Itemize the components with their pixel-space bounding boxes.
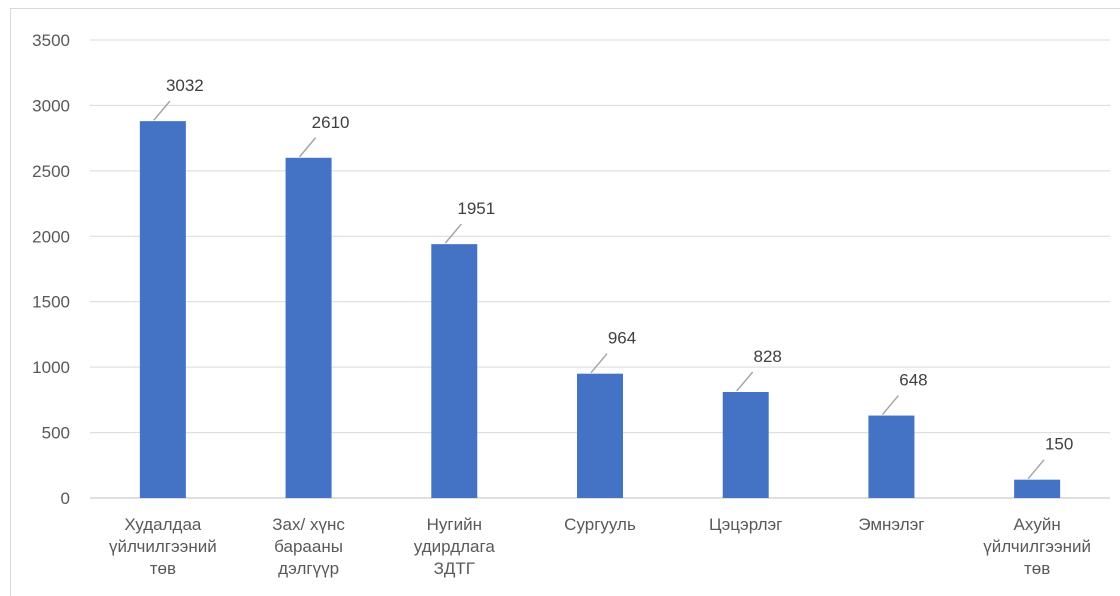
data-label-leader: [590, 353, 608, 374]
x-category-label: Зах/ хүнс барааны дэлгүүр: [272, 515, 345, 578]
data-label-leader: [298, 137, 317, 158]
y-tick-label: 2500: [32, 162, 70, 181]
bar: [431, 244, 478, 498]
y-tick-label: 1500: [32, 293, 70, 312]
y-tick-label: 3000: [32, 96, 70, 115]
y-axis-ticks: 0 500 1000 1500 2000 2500 3000 3500: [32, 31, 70, 508]
data-label: 828: [754, 347, 782, 366]
x-category-label: Сургууль: [564, 515, 636, 534]
data-label-leaders: [153, 100, 1045, 480]
bar: [139, 121, 186, 498]
data-label: 3032: [166, 76, 204, 95]
bars: [139, 121, 1061, 498]
data-labels: 3032 2610 1951 964 828 648 150: [166, 76, 1073, 454]
bar: [722, 392, 769, 498]
data-label: 964: [608, 329, 636, 348]
bar: [285, 157, 332, 498]
data-label-leader: [153, 100, 171, 121]
x-category-label: Ахуйн үйлчилгээний төв: [983, 515, 1091, 578]
bar: [577, 373, 623, 498]
data-label-leader: [736, 371, 754, 392]
x-category-label: Худалдаа үйлчилгээний төв: [109, 515, 217, 578]
data-label-leader: [881, 395, 900, 416]
chart-frame: [10, 8, 1120, 596]
bar: [1014, 479, 1061, 498]
x-category-label: Нугийн удирдлага ЗДТГ: [414, 515, 496, 578]
bar: [868, 415, 915, 498]
data-label: 2610: [312, 113, 350, 132]
x-category-label: Цэцэрлэг: [709, 515, 782, 534]
data-label-leader: [444, 223, 462, 244]
y-tick-label: 500: [42, 424, 70, 443]
data-label: 648: [899, 371, 927, 390]
y-tick-label: 0: [61, 489, 70, 508]
data-label: 1951: [457, 199, 495, 218]
y-tick-label: 3500: [32, 31, 70, 50]
x-category-label: Эмнэлэг: [858, 515, 924, 534]
data-label-leader: [1027, 459, 1045, 480]
data-label: 150: [1045, 435, 1073, 454]
x-axis-categories: Худалдаа үйлчилгээний төв Зах/ хүнс барааны д…: [109, 515, 1091, 578]
y-tick-label: 2000: [32, 227, 70, 246]
y-tick-label: 1000: [32, 358, 70, 377]
